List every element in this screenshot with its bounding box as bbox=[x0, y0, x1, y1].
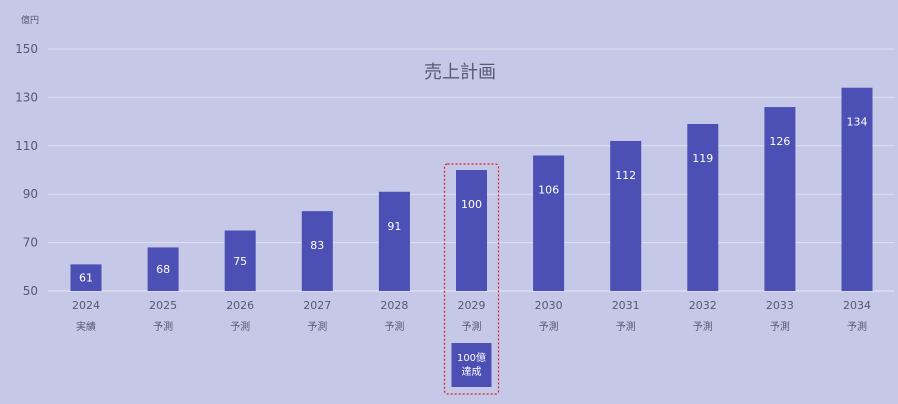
bar-value-label: 119 bbox=[692, 152, 713, 165]
highlight-dashed-frame bbox=[443, 163, 500, 395]
bar-value-label: 91 bbox=[387, 220, 401, 233]
x-tick-label: 2024 bbox=[72, 299, 100, 312]
bar-value-label: 75 bbox=[233, 255, 247, 268]
x-axis-labels: 2024 実績 2025 予測 2026 予測 2027 予測 2028 予測 2029 予測 2030… bbox=[72, 299, 871, 333]
y-tick-label: 90 bbox=[23, 187, 38, 201]
y-tick-label: 110 bbox=[15, 139, 38, 153]
y-unit-label: 億円 bbox=[21, 14, 39, 26]
bar-2028 bbox=[378, 191, 410, 291]
x-tick-label: 2030 bbox=[535, 299, 563, 312]
bar-2030 bbox=[533, 155, 565, 291]
bar-2031 bbox=[610, 140, 642, 291]
x-tick-label: 2032 bbox=[689, 299, 717, 312]
x-sub-label: 予測 bbox=[616, 320, 636, 333]
bar-2029 bbox=[456, 170, 487, 291]
x-sub-label: 予測 bbox=[539, 320, 559, 333]
x-tick-label: 2025 bbox=[149, 299, 177, 312]
x-sub-label: 予測 bbox=[693, 320, 713, 333]
bar-2034 bbox=[841, 87, 873, 291]
y-tick-label: 50 bbox=[23, 284, 38, 298]
x-tick-label: 2031 bbox=[612, 299, 640, 312]
x-sub-label: 実績 bbox=[76, 320, 96, 333]
x-tick-label: 2027 bbox=[303, 299, 331, 312]
bar-2033 bbox=[764, 107, 796, 291]
badge-line-1: 100億 bbox=[457, 351, 486, 364]
bar-value-label: 126 bbox=[769, 135, 790, 148]
x-tick-label: 2029 bbox=[458, 299, 486, 312]
x-sub-label: 予測 bbox=[384, 320, 404, 333]
x-sub-label: 予測 bbox=[230, 320, 250, 333]
y-tick-label: 130 bbox=[15, 90, 38, 104]
bar-2024 bbox=[70, 264, 102, 291]
badge-line-2: 達成 bbox=[462, 366, 482, 378]
bar-value-label: 134 bbox=[847, 116, 868, 129]
y-tick-label: 70 bbox=[23, 236, 38, 250]
x-tick-label: 2033 bbox=[766, 299, 794, 312]
bar-2025 bbox=[147, 247, 179, 291]
x-sub-label: 予測 bbox=[770, 320, 790, 333]
chart-title: 売上計画 bbox=[424, 62, 496, 83]
bar-2027 bbox=[301, 211, 333, 291]
bar-value-label: 106 bbox=[538, 183, 559, 196]
bar-value-label: 68 bbox=[156, 263, 170, 276]
bar-value-label: 100 bbox=[461, 198, 482, 211]
bar-value-label: 61 bbox=[79, 272, 93, 285]
x-tick-label: 2026 bbox=[226, 299, 254, 312]
bar-2032 bbox=[687, 124, 719, 292]
bar-value-label: 83 bbox=[310, 239, 324, 252]
x-sub-label: 予測 bbox=[847, 320, 867, 333]
bar-2026 bbox=[224, 230, 256, 291]
y-tick-label: 150 bbox=[15, 42, 38, 56]
bar-value-label: 112 bbox=[615, 169, 636, 182]
y-axis-tick-labels: 50 70 90 110 130 150 bbox=[15, 42, 38, 298]
bars: 61 68 75 83 91 100 106 112 119 126 134 bbox=[70, 87, 873, 292]
x-sub-label: 予測 bbox=[462, 320, 482, 333]
achievement-badge bbox=[451, 343, 492, 387]
x-tick-label: 2034 bbox=[843, 299, 871, 312]
x-sub-label: 予測 bbox=[307, 320, 327, 333]
x-sub-label: 予測 bbox=[153, 320, 173, 333]
x-tick-label: 2028 bbox=[380, 299, 408, 312]
